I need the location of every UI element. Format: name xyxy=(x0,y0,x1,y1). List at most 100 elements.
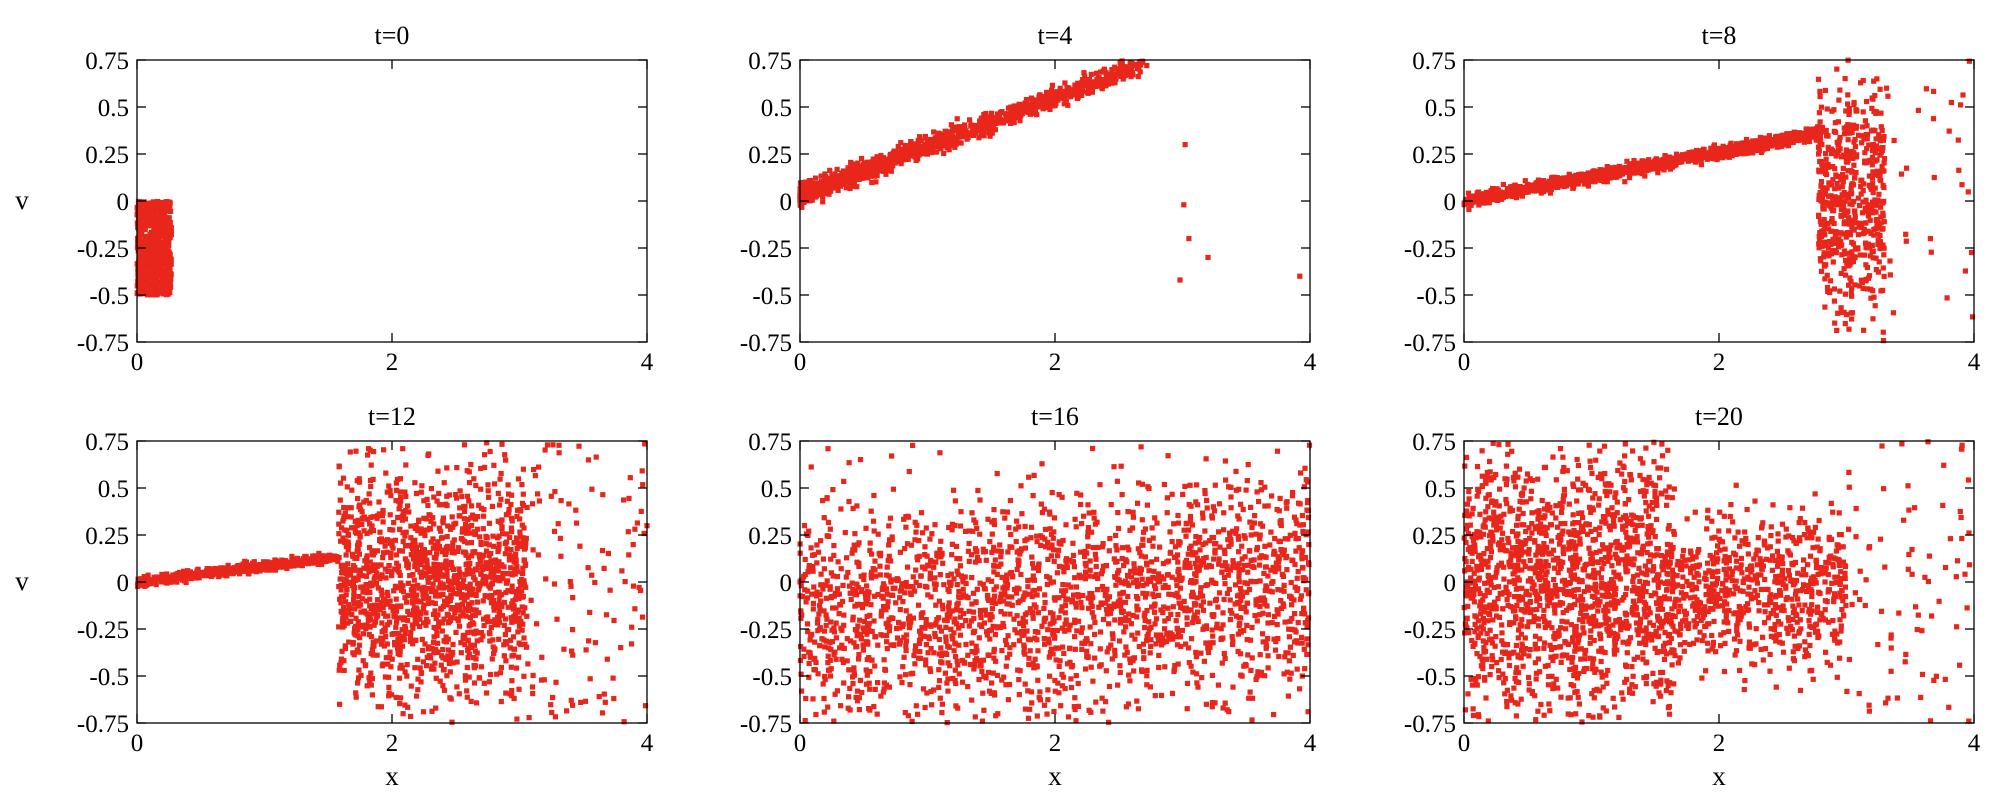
data-point xyxy=(803,196,809,202)
data-point xyxy=(459,592,465,598)
data-point xyxy=(136,259,142,265)
data-point xyxy=(373,580,379,587)
data-point xyxy=(1872,303,1878,309)
data-point xyxy=(375,585,381,591)
data-point xyxy=(1865,202,1871,208)
data-point xyxy=(1841,231,1847,237)
data-point xyxy=(361,608,367,614)
data-point xyxy=(882,165,888,172)
data-point xyxy=(1028,95,1034,101)
data-point xyxy=(921,151,927,157)
data-point xyxy=(1040,106,1046,112)
data-point xyxy=(397,572,403,578)
data-point xyxy=(1863,208,1869,214)
data-point xyxy=(386,654,393,661)
data-point xyxy=(1872,158,1878,164)
data-point xyxy=(1849,316,1855,322)
data-point xyxy=(1661,167,1667,173)
data-point xyxy=(843,185,849,191)
data-point xyxy=(1563,178,1569,185)
data-point xyxy=(243,559,249,565)
data-point xyxy=(1094,76,1100,82)
data-point xyxy=(799,183,806,189)
data-point xyxy=(351,593,357,599)
data-point xyxy=(1822,170,1829,176)
plot-frame xyxy=(136,59,648,343)
data-point xyxy=(374,563,380,569)
data-point xyxy=(1049,87,1055,93)
data-point xyxy=(1878,288,1884,294)
data-point xyxy=(367,679,373,685)
data-point xyxy=(1874,76,1880,82)
data-point xyxy=(1783,137,1789,143)
data-point xyxy=(1817,88,1823,94)
data-point xyxy=(883,159,889,165)
data-point xyxy=(413,490,420,497)
data-point xyxy=(1547,188,1553,194)
data-point xyxy=(372,619,379,625)
data-point xyxy=(1830,148,1836,154)
data-point xyxy=(899,146,905,152)
data-point xyxy=(1823,128,1829,134)
data-point xyxy=(355,619,361,625)
data-point xyxy=(1112,66,1118,72)
data-point xyxy=(1106,75,1112,81)
data-point xyxy=(1838,305,1844,311)
data-point xyxy=(1832,194,1838,200)
data-point xyxy=(458,650,464,656)
data-point xyxy=(136,274,142,280)
data-point xyxy=(500,531,506,537)
data-point xyxy=(475,599,481,605)
data-point xyxy=(393,694,399,701)
data-point xyxy=(420,647,426,653)
data-point xyxy=(399,643,406,649)
data-point xyxy=(1846,326,1852,332)
data-point xyxy=(1128,66,1134,72)
data-point xyxy=(298,559,304,565)
data-point xyxy=(342,643,348,649)
data-point xyxy=(405,704,411,710)
data-point xyxy=(1869,154,1875,160)
data-point xyxy=(897,149,903,155)
data-point xyxy=(384,489,390,495)
data-point xyxy=(1836,97,1842,103)
data-point xyxy=(1960,92,1966,98)
data-point xyxy=(1832,186,1838,192)
data-point xyxy=(521,557,527,564)
data-point xyxy=(1873,143,1879,149)
data-point xyxy=(892,160,898,166)
data-point xyxy=(1836,198,1842,205)
data-point xyxy=(167,274,173,280)
data-point xyxy=(992,127,998,133)
data-point xyxy=(1832,320,1838,326)
data-point xyxy=(918,138,924,144)
data-point xyxy=(1462,200,1468,207)
data-point xyxy=(139,248,145,254)
data-point xyxy=(1851,139,1857,145)
data-point xyxy=(1181,202,1187,208)
data-point xyxy=(1063,98,1069,104)
data-point xyxy=(464,694,470,700)
data-point xyxy=(999,109,1005,115)
data-point xyxy=(1671,157,1677,164)
data-point xyxy=(1088,71,1094,77)
data-point xyxy=(193,572,199,579)
data-point xyxy=(262,563,268,569)
data-point xyxy=(1871,232,1877,238)
data-point xyxy=(368,462,374,468)
data-point xyxy=(455,548,461,554)
data-point xyxy=(954,116,960,122)
data-point xyxy=(933,149,940,155)
data-point xyxy=(424,557,430,563)
data-point xyxy=(1836,195,1842,201)
data-point xyxy=(1848,279,1854,285)
data-point xyxy=(987,133,993,139)
data-point xyxy=(511,604,517,610)
data-point xyxy=(1864,146,1870,152)
data-point xyxy=(405,503,411,509)
data-point xyxy=(1717,154,1723,160)
data-point xyxy=(989,130,995,136)
data-point xyxy=(834,176,840,182)
data-point xyxy=(1626,175,1633,181)
data-point xyxy=(1824,185,1830,191)
